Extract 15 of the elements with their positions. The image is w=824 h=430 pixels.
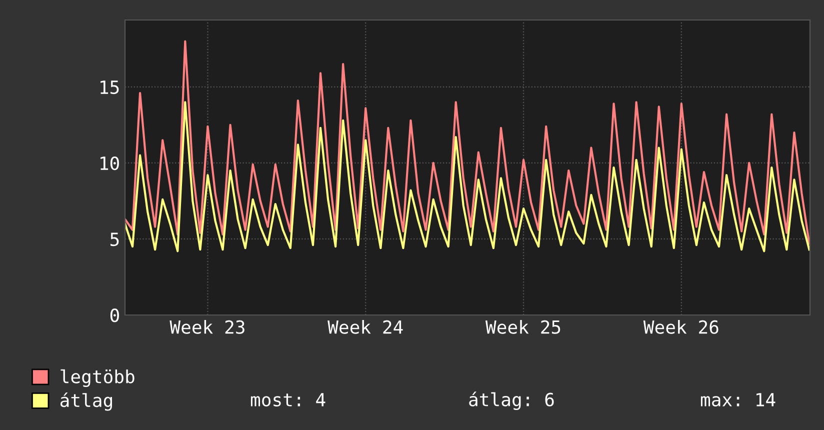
text: átlag: 6 <box>469 392 554 410</box>
x-tick-label: Week 25 <box>485 320 560 334</box>
line-series <box>125 40 810 245</box>
y-tick-label: 5 <box>110 232 119 246</box>
text: most: 4 <box>250 393 326 406</box>
y-tick-label: 15 <box>100 80 119 94</box>
x-tick-label: Week 24 <box>328 320 403 334</box>
y-tick-label: 0 <box>110 308 119 322</box>
text: max: 14 <box>700 393 776 406</box>
x-tick-label: Week 26 <box>643 320 718 334</box>
x-tick-label: Week 23 <box>170 320 244 334</box>
y-tick-label: 10 <box>100 156 119 170</box>
legend-label: legtöbb <box>60 369 134 388</box>
legend-label: átlag <box>60 392 112 411</box>
line-series <box>125 101 810 252</box>
